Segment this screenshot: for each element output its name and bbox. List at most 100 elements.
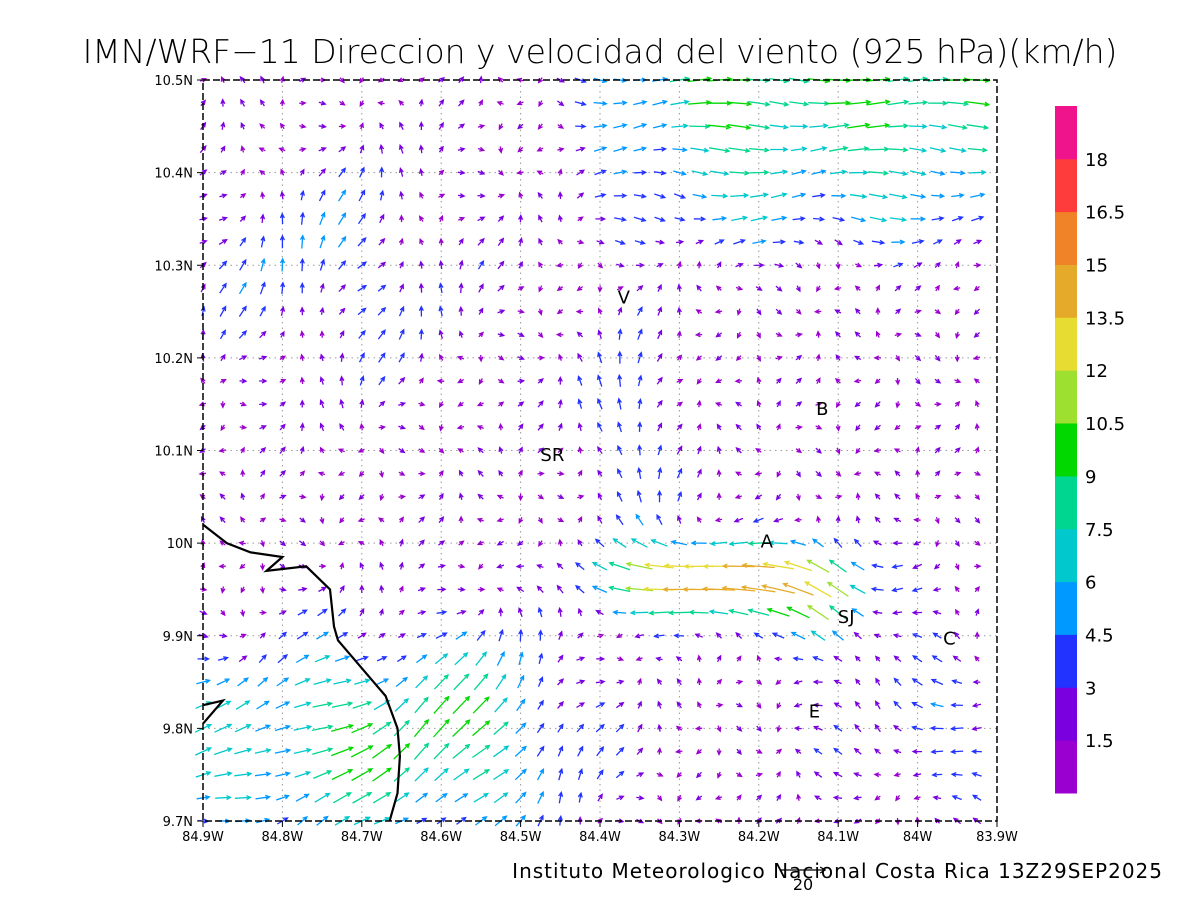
wind-vector [873,447,881,453]
place-label: B [816,399,828,420]
wind-vector [676,306,682,315]
wind-vector [254,748,272,754]
wind-vector [793,679,803,685]
wind-vector [868,170,890,176]
wind-vector [279,98,285,107]
wind-vector [889,193,908,200]
wind-vector [815,424,823,430]
wind-vector [238,329,248,339]
wind-vector [239,236,247,247]
wind-vector [418,305,424,317]
wind-vector [831,630,844,641]
wind-vector [517,308,525,314]
wind-vector [497,332,506,338]
wind-vector [636,285,644,292]
wind-vector [653,170,667,176]
wind-vector [260,191,266,199]
wind-vector [476,540,484,546]
wind-vector [478,354,484,363]
wind-vector [909,147,928,153]
wind-vector [676,701,682,709]
wind-vector [219,170,227,176]
wind-vector [873,772,881,778]
wind-vector [259,123,266,129]
wind-vector [220,586,226,594]
wind-vector [418,352,424,362]
wind-vector [676,445,683,455]
wind-vector [736,772,743,778]
wind-vector [239,215,247,222]
wind-vector [954,423,961,431]
wind-vector [912,772,922,778]
wind-vector [496,494,504,500]
wind-vector [498,446,504,454]
wind-vector [478,563,484,570]
wind-vector [854,331,861,338]
wind-vector [477,260,485,270]
wind-vector [477,170,486,175]
wind-vector [913,262,923,268]
wind-vector [457,193,466,199]
wind-vector [438,76,446,83]
wind-vector [260,213,266,223]
wind-vector [299,147,307,153]
wind-vector [648,610,670,616]
wind-vector [458,492,464,500]
wind-vector [351,768,374,782]
wind-vector [875,284,880,292]
wind-vector [635,262,645,268]
wind-vector [475,651,488,666]
wind-vector [577,494,585,500]
wind-vector [220,353,226,362]
wind-vector [220,145,226,153]
colorbar-swatch [1055,581,1077,635]
wind-vector [755,285,763,291]
wind-vector [811,169,827,175]
wind-vector [234,795,252,801]
wind-vector [319,306,325,315]
wind-vector [494,697,508,713]
wind-vector [493,721,509,735]
wind-vector [696,284,702,292]
wind-vector [477,608,485,616]
wind-vector [612,538,627,548]
wind-vector [835,331,841,338]
wind-vector [398,143,404,154]
wind-vector [721,563,755,569]
wind-vector [596,769,604,780]
wind-vector [238,305,247,317]
wind-vector [655,239,666,245]
wind-vector [319,422,325,432]
wind-vector [892,540,902,546]
wind-vector [591,562,608,571]
wind-vector [954,540,960,547]
wind-vector [194,747,213,756]
wind-vector [438,237,444,246]
wind-vector [498,422,504,431]
wind-vector [457,378,465,384]
wind-vector [437,586,447,592]
y-tick-label: 10.2N [154,352,193,367]
wind-vector [299,422,305,431]
wind-vector [240,446,245,454]
wind-vector [716,423,722,431]
wind-vector [515,791,527,804]
wind-vector [458,515,464,524]
wind-vector [558,353,563,361]
wind-vector [472,744,491,759]
wind-vector [615,746,625,756]
wind-vector [697,468,702,478]
wind-vector [617,397,623,410]
wind-vector [833,537,843,548]
wind-vector [453,768,470,781]
wind-vector [415,792,429,803]
wind-vector [477,469,484,477]
colorbar-label: 16.5 [1085,203,1125,224]
wind-vector [477,193,486,199]
wind-vector [218,260,228,270]
wind-vector [418,260,424,269]
wind-vector [855,492,861,500]
wind-vector [237,677,250,687]
wind-vector [555,332,564,338]
wind-vector [455,631,468,640]
